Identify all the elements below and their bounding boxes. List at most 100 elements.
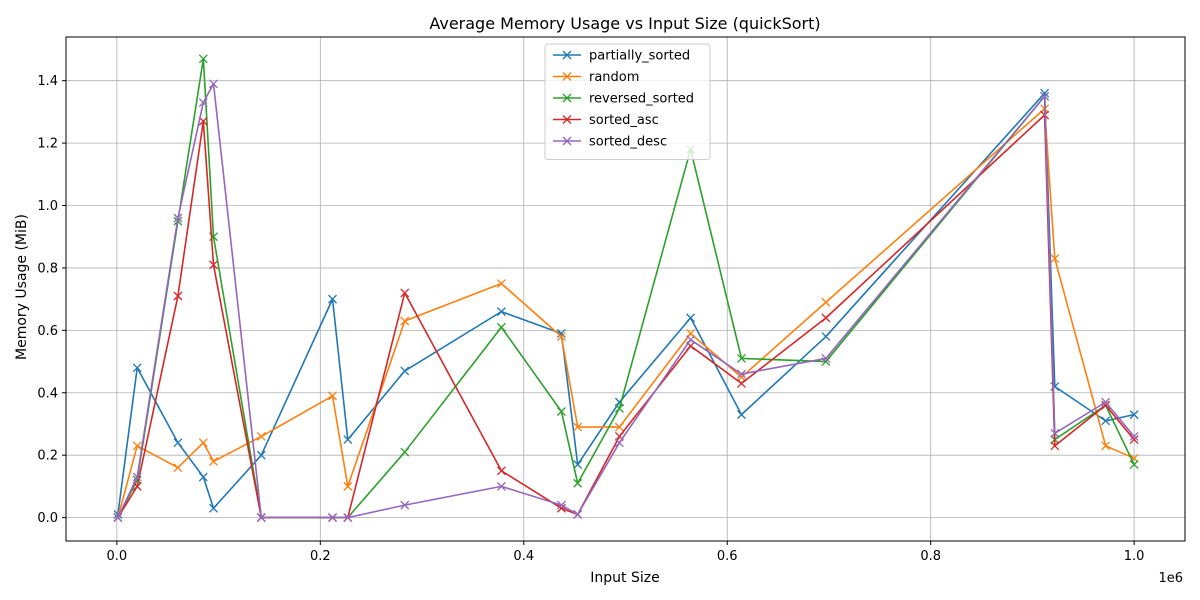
data-point xyxy=(1129,431,1139,441)
legend-marker xyxy=(562,93,572,103)
series-layer xyxy=(113,54,1139,523)
data-point xyxy=(198,54,208,64)
x-offset-label: 1e6 xyxy=(1158,571,1183,586)
data-point xyxy=(343,513,353,523)
legend-item: reversed_sorted xyxy=(553,92,694,107)
x-tick-label: 1.0 xyxy=(1124,549,1145,564)
data-point xyxy=(198,472,208,482)
data-point xyxy=(614,438,624,448)
x-tick-label: 0.2 xyxy=(310,549,331,564)
data-point xyxy=(496,481,506,491)
data-point xyxy=(686,335,696,345)
data-point xyxy=(343,435,353,445)
data-point xyxy=(328,294,337,304)
legend-item: random xyxy=(553,70,639,85)
x-axis-label: Input Size xyxy=(590,570,659,586)
data-point xyxy=(132,363,142,373)
plot-frame xyxy=(65,36,1186,542)
data-point xyxy=(209,503,218,513)
data-point xyxy=(209,456,218,466)
data-point xyxy=(198,116,208,126)
data-point xyxy=(400,316,410,326)
data-point xyxy=(400,447,410,457)
y-tick-label: 0.0 xyxy=(37,511,58,526)
series-line xyxy=(117,114,1135,519)
data-point xyxy=(556,503,566,513)
data-point xyxy=(400,366,410,376)
legend-item: partially_sorted xyxy=(553,49,690,64)
data-point xyxy=(573,510,583,519)
data-point xyxy=(821,313,831,323)
data-point xyxy=(614,403,624,413)
data-point xyxy=(209,79,218,89)
data-point xyxy=(821,353,831,363)
data-point xyxy=(737,410,746,420)
legend-item: sorted_desc xyxy=(553,135,667,150)
data-point xyxy=(113,513,123,523)
data-point xyxy=(821,332,831,342)
series-line xyxy=(117,107,1135,518)
legend-box xyxy=(544,43,711,160)
data-point xyxy=(198,98,208,107)
data-point xyxy=(173,463,183,473)
data-point xyxy=(1101,416,1111,426)
data-point xyxy=(173,213,183,223)
y-axis-label: Memory Usage (MiB) xyxy=(14,214,30,360)
data-point xyxy=(556,500,566,510)
data-point xyxy=(173,291,183,301)
data-point xyxy=(573,478,583,488)
data-point xyxy=(1050,428,1060,438)
x-tick-label: 0.0 xyxy=(107,549,128,564)
legend-label: random xyxy=(589,70,639,85)
data-point xyxy=(496,322,506,332)
series-line xyxy=(117,83,1135,519)
legend-marker xyxy=(562,115,572,124)
data-point xyxy=(173,438,183,448)
data-point xyxy=(1129,460,1139,470)
x-tick-label: 0.4 xyxy=(513,549,534,564)
data-point xyxy=(400,500,410,510)
data-point xyxy=(737,353,746,363)
y-tick-label: 0.4 xyxy=(37,386,58,401)
data-point xyxy=(328,513,337,523)
data-point xyxy=(496,466,506,476)
data-point xyxy=(821,297,831,307)
ticks: 0.0 0.2 0.4 0.6 0.8 1.0 0.0 0.2 0.4 0.6 0.8 1.0 1.2 1… xyxy=(37,74,1144,564)
data-point xyxy=(256,450,266,460)
chart-title: Average Memory Usage vs Input Size (quic… xyxy=(429,14,820,33)
data-point xyxy=(573,460,583,470)
data-point xyxy=(556,329,566,338)
series-sorted-desc xyxy=(113,79,1139,523)
data-point xyxy=(1101,400,1111,410)
data-point xyxy=(132,472,142,482)
data-point xyxy=(737,369,746,379)
y-tick-label: 1.4 xyxy=(37,74,58,89)
legend-marker xyxy=(562,136,572,146)
y-tick-label: 0.6 xyxy=(37,324,58,339)
data-point xyxy=(209,260,218,270)
data-point xyxy=(1129,410,1139,420)
series-line xyxy=(117,92,1135,515)
legend-label: partially_sorted xyxy=(589,49,690,64)
data-point xyxy=(573,422,583,432)
data-point xyxy=(496,279,506,288)
data-point xyxy=(1050,441,1060,451)
y-tick-label: 0.8 xyxy=(37,261,58,276)
data-point xyxy=(328,391,337,401)
data-point xyxy=(737,378,746,388)
data-point xyxy=(1101,397,1111,407)
data-point xyxy=(686,313,696,323)
data-point xyxy=(614,422,624,432)
data-point xyxy=(1040,88,1050,98)
x-tick-label: 0.8 xyxy=(920,549,941,564)
legend-label: sorted_asc xyxy=(589,113,659,128)
data-point xyxy=(198,438,208,448)
x-tick-label: 0.6 xyxy=(717,549,738,564)
data-point xyxy=(132,441,142,451)
legend-item: sorted_asc xyxy=(553,113,659,128)
data-point xyxy=(1129,435,1139,445)
data-point xyxy=(1040,91,1050,101)
data-point xyxy=(496,307,506,317)
